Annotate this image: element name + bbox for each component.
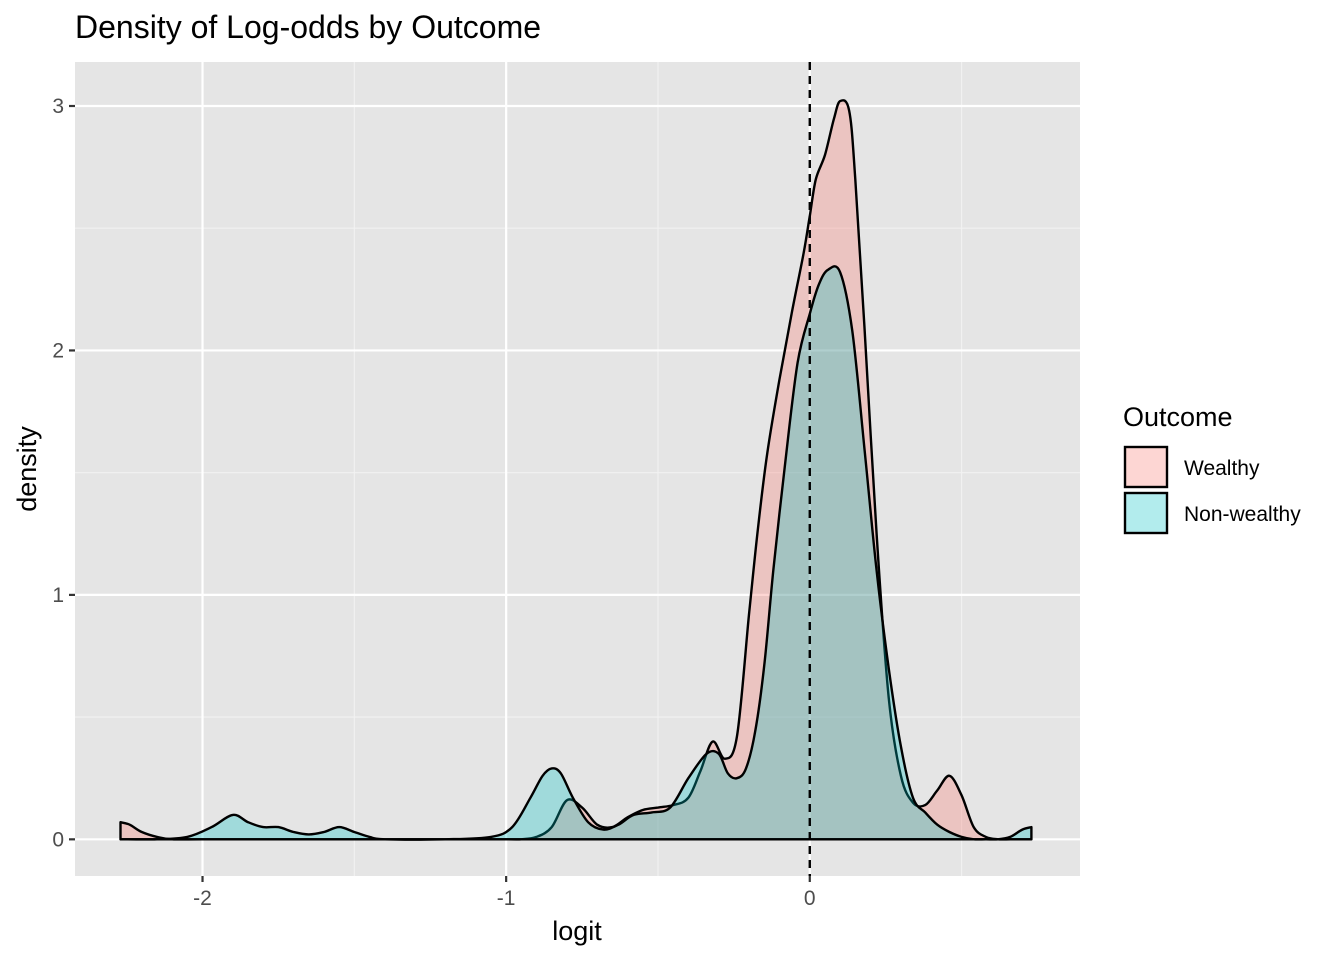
density-area-non-wealthy	[119, 265, 1033, 841]
legend-label-wealthy: Wealthy	[1184, 457, 1260, 480]
x-axis: -2 -1 0	[193, 876, 816, 910]
x-tick-label: 0	[804, 887, 816, 910]
y-tick-label: 2	[52, 339, 64, 362]
legend-key-bg-wealthy	[1124, 446, 1168, 488]
y-tick-label: 3	[52, 95, 64, 118]
density-areas	[119, 99, 1033, 841]
x-tick-label: -2	[193, 887, 212, 910]
legend-label-non-wealthy: Non-wealthy	[1184, 503, 1301, 526]
legend-key-wealthy	[1123, 445, 1169, 489]
chart-title: Density of Log-odds by Outcome	[75, 9, 541, 45]
y-axis: 0 1 2 3	[52, 95, 75, 851]
legend-key-non-wealthy	[1123, 491, 1169, 535]
y-tick-label: 0	[52, 828, 64, 851]
x-tick-label: -1	[497, 887, 516, 910]
minor-gridlines	[75, 62, 1080, 876]
plot-panel	[75, 62, 1080, 876]
x-axis-title: logit	[552, 916, 602, 946]
legend: Outcome Wealthy Non-wealthy	[1123, 402, 1301, 535]
legend-title: Outcome	[1123, 402, 1233, 432]
y-tick-label: 1	[52, 584, 64, 607]
legend-key-bg-non-wealthy	[1124, 492, 1168, 534]
y-axis-title: density	[12, 426, 42, 512]
